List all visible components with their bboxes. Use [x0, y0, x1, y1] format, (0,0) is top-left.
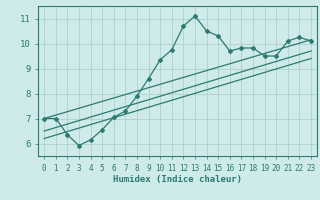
X-axis label: Humidex (Indice chaleur): Humidex (Indice chaleur): [113, 175, 242, 184]
